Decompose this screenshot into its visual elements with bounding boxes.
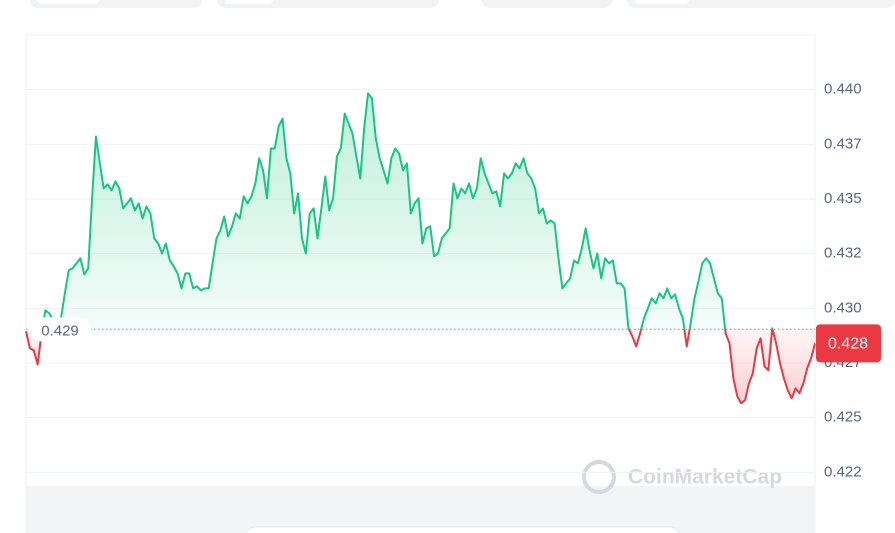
y-tick-label: 0.437 (824, 135, 862, 152)
watermark: CoinMarketCap (582, 460, 782, 494)
volume-band (26, 486, 815, 533)
y-tick-label: 0.430 (824, 299, 862, 316)
tab-active (224, 0, 274, 4)
price-area (26, 93, 815, 404)
y-tick-label: 0.422 (824, 463, 862, 480)
tab (482, 0, 612, 8)
watermark-logo (582, 460, 616, 494)
watermark-text: CoinMarketCap (628, 466, 782, 489)
price-line (25, 92, 816, 405)
y-tick-label: 0.425 (824, 409, 862, 426)
tab (627, 0, 895, 8)
y-tick-label: 0.432 (824, 245, 862, 262)
plot-frame (25, 34, 816, 533)
y-tick-label: 0.440 (824, 81, 862, 98)
tab (217, 0, 439, 8)
range-slider[interactable] (245, 526, 680, 533)
current-price-label: 0.428 (828, 336, 868, 353)
tab-active (36, 0, 100, 4)
baseline-label: 0.429 (41, 322, 79, 339)
tab-active (634, 0, 690, 4)
current-price-pill (816, 324, 881, 363)
baseline-pill (29, 317, 91, 342)
y-tick-label: 0.435 (824, 190, 862, 207)
